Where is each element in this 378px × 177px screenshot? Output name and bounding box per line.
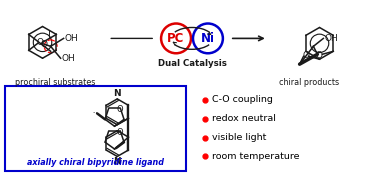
Text: axially chiral bipyridine ligand: axially chiral bipyridine ligand [27, 158, 164, 167]
Text: PC: PC [167, 32, 185, 45]
Text: Dual Catalysis: Dual Catalysis [158, 59, 226, 68]
Text: O: O [116, 105, 123, 114]
Circle shape [193, 24, 223, 53]
Text: O: O [316, 51, 323, 60]
Text: N: N [113, 158, 121, 166]
Text: prochiral substrates: prochiral substrates [15, 78, 96, 87]
Text: C-O coupling: C-O coupling [212, 95, 273, 104]
Text: I: I [48, 31, 51, 41]
Text: redox neutral: redox neutral [212, 114, 276, 123]
Text: O: O [40, 40, 47, 49]
Text: O: O [116, 128, 123, 137]
Text: OH: OH [324, 34, 338, 43]
Text: chiral products: chiral products [279, 78, 339, 87]
Text: Ni: Ni [201, 32, 215, 45]
Text: OH: OH [62, 54, 75, 63]
Text: ...: ... [93, 109, 98, 114]
Text: O: O [36, 38, 43, 47]
Text: O: O [302, 51, 309, 60]
Text: room temperature: room temperature [212, 152, 299, 161]
Circle shape [161, 24, 191, 53]
Text: OH: OH [65, 34, 78, 43]
Text: N: N [113, 89, 121, 98]
Bar [5, 86, 186, 171]
Text: visible light: visible light [212, 133, 266, 142]
